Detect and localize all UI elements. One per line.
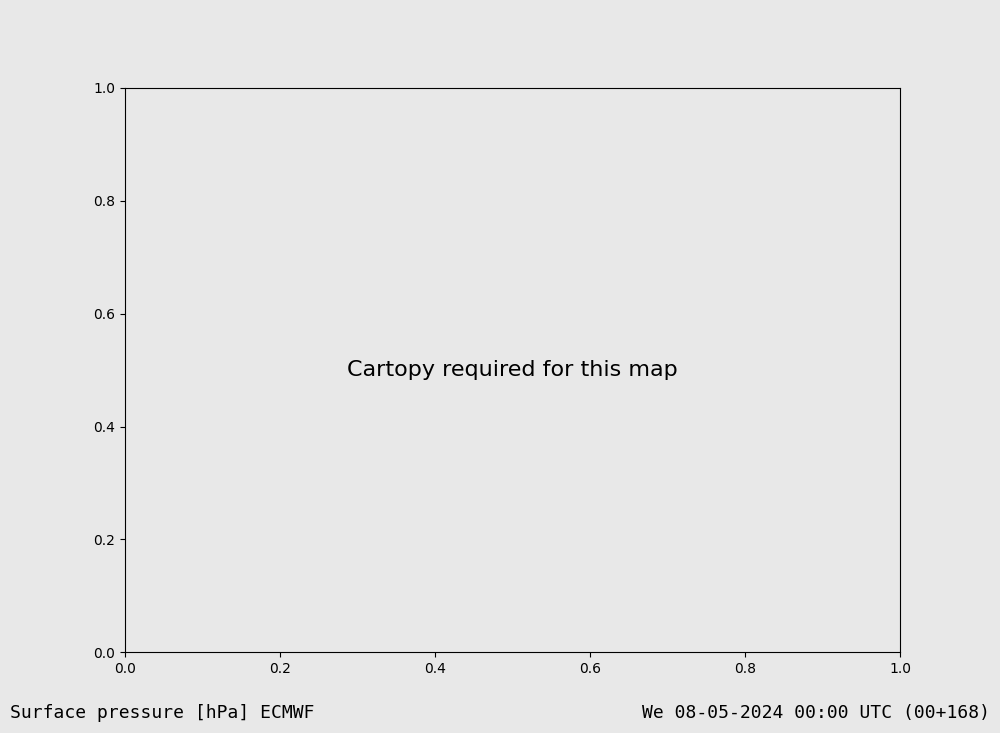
Text: Surface pressure [hPa] ECMWF: Surface pressure [hPa] ECMWF <box>10 704 314 722</box>
Text: We 08-05-2024 00:00 UTC (00+168): We 08-05-2024 00:00 UTC (00+168) <box>642 704 990 722</box>
Text: Cartopy required for this map: Cartopy required for this map <box>347 360 678 380</box>
